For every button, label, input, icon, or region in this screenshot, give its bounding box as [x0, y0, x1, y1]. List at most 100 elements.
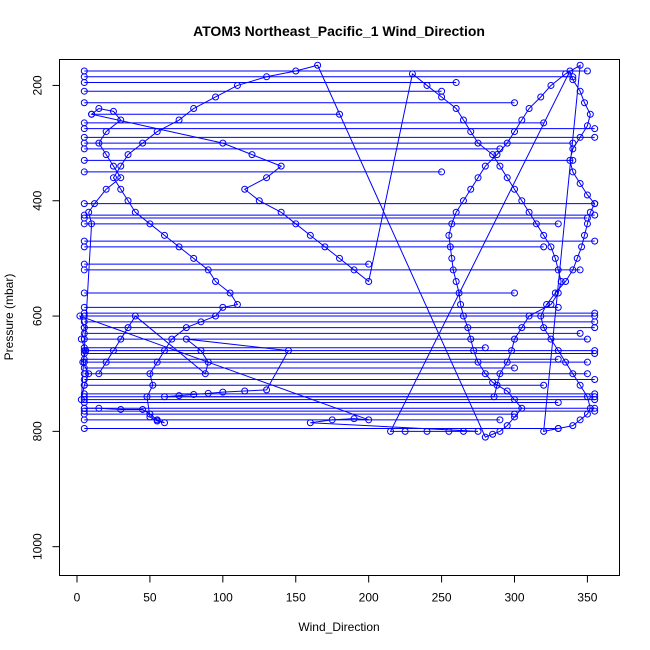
- data-point: [457, 301, 465, 309]
- data-point: [554, 303, 562, 311]
- data-point: [583, 220, 591, 228]
- data-point: [551, 254, 559, 262]
- data-point: [569, 422, 577, 430]
- data-point: [496, 162, 504, 170]
- data-point: [511, 289, 518, 297]
- data-point: [80, 168, 88, 176]
- data-point: [109, 174, 117, 182]
- series-line: [79, 64, 596, 438]
- data-point: [321, 243, 329, 251]
- data-point: [82, 347, 90, 355]
- data-point: [182, 335, 190, 343]
- data-point: [263, 73, 271, 81]
- data-point: [576, 266, 584, 274]
- data-point: [452, 208, 460, 216]
- data-point: [80, 119, 88, 127]
- data-point: [168, 335, 176, 343]
- data-point: [540, 231, 548, 239]
- data-point: [212, 312, 220, 320]
- data-point: [314, 61, 322, 69]
- data-point: [197, 347, 205, 355]
- data-point: [489, 430, 497, 438]
- data-point: [449, 266, 457, 274]
- data-point: [95, 404, 103, 412]
- data-point: [91, 200, 98, 208]
- data-point: [474, 174, 482, 182]
- data-point: [336, 254, 343, 262]
- data-point: [496, 370, 504, 378]
- data-point: [551, 289, 559, 297]
- data-point: [525, 312, 533, 320]
- x-tick-label: 0: [74, 591, 81, 605]
- data-point: [204, 358, 212, 366]
- data-point: [212, 277, 220, 285]
- x-tick-label: 300: [504, 591, 524, 605]
- data-point: [263, 174, 271, 182]
- data-point: [448, 220, 456, 228]
- data-point: [80, 79, 88, 87]
- data-point: [95, 139, 103, 147]
- data-point: [467, 185, 475, 193]
- data-point: [423, 81, 431, 89]
- data-point: [547, 243, 555, 251]
- data-point: [566, 67, 574, 75]
- data-point: [591, 133, 599, 141]
- data-point: [511, 128, 518, 136]
- data-point: [576, 179, 584, 187]
- data-point: [474, 427, 482, 435]
- data-point: [204, 266, 212, 274]
- data-point: [583, 358, 591, 366]
- data-point: [583, 191, 591, 199]
- x-tick-label: 50: [143, 591, 157, 605]
- data-point: [576, 87, 584, 95]
- data-point: [161, 419, 168, 427]
- data-point: [77, 335, 85, 343]
- data-point: [481, 433, 489, 441]
- data-point: [452, 79, 460, 87]
- data-point: [445, 231, 453, 239]
- data-point: [219, 303, 227, 311]
- data-point: [532, 220, 540, 228]
- data-point: [117, 335, 125, 343]
- data-point: [146, 370, 154, 378]
- data-point: [219, 139, 227, 147]
- data-point: [201, 370, 209, 378]
- data-point: [547, 301, 555, 309]
- data-point: [569, 168, 577, 176]
- chart-title: ATOM3 Northeast_Pacific_1 Wind_Direction: [193, 23, 485, 39]
- data-point: [292, 220, 300, 228]
- data-point: [583, 410, 591, 418]
- data-point: [153, 417, 161, 425]
- data-point: [241, 185, 249, 193]
- x-tick-label: 250: [432, 591, 452, 605]
- data-point: [489, 151, 497, 159]
- data-point: [175, 116, 183, 124]
- data-point: [365, 277, 373, 285]
- data-point: [569, 145, 577, 153]
- data-point: [583, 393, 591, 401]
- data-point: [80, 133, 88, 141]
- y-axis: 200 400 600 800 1000: [31, 75, 60, 560]
- y-axis-label: Pressure (mbar): [2, 274, 16, 361]
- data-point: [365, 416, 373, 424]
- data-point: [481, 344, 489, 352]
- data-point: [576, 61, 584, 69]
- data-point: [581, 231, 588, 239]
- data-point: [569, 76, 577, 84]
- data-point: [350, 266, 358, 274]
- data-point: [525, 105, 533, 113]
- data-point: [102, 151, 110, 159]
- data-point: [233, 81, 241, 89]
- data-point: [124, 151, 132, 159]
- data-point: [591, 309, 599, 317]
- data-point: [153, 128, 161, 136]
- data-point: [562, 358, 570, 366]
- data-point: [591, 200, 599, 208]
- data-point: [85, 208, 93, 216]
- data-point: [586, 404, 594, 412]
- data-point: [387, 427, 395, 435]
- data-point: [139, 139, 147, 147]
- data-point: [448, 254, 456, 262]
- data-point: [583, 335, 591, 343]
- data-point: [455, 289, 463, 297]
